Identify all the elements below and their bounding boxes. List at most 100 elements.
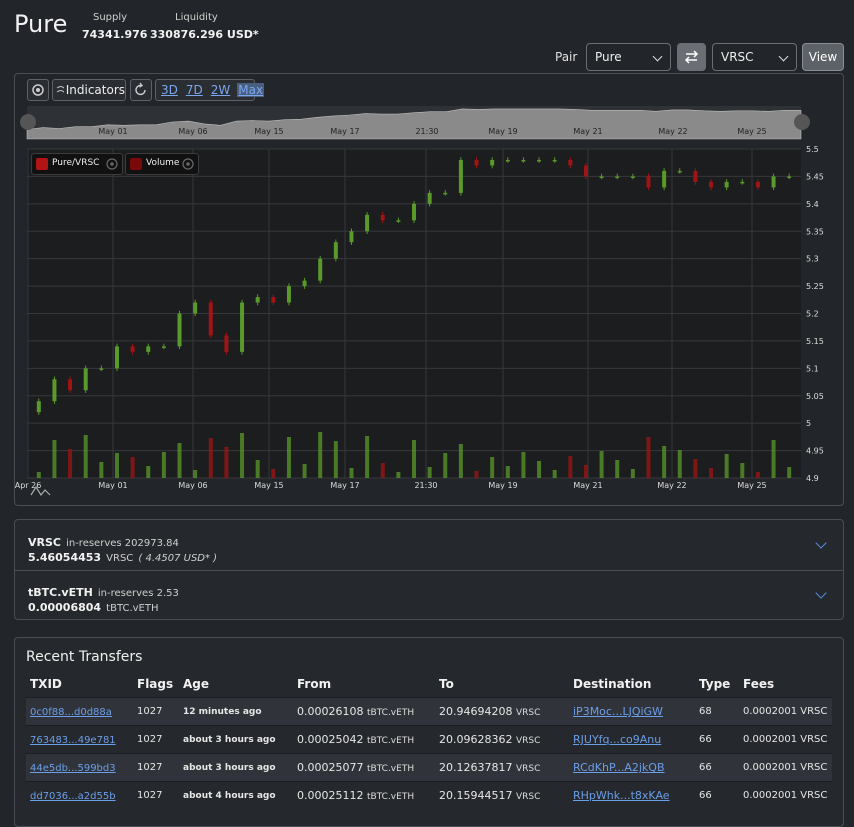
transfers-title: Recent Transfers	[26, 649, 143, 665]
to-unit: VRSC	[515, 736, 541, 746]
candle-body	[615, 176, 620, 178]
destination-link[interactable]: iP3Moc...LJQiGW	[573, 705, 663, 718]
type-cell: 68	[695, 697, 739, 726]
x-tick-label: May 06	[178, 481, 207, 490]
age-cell: 12 minutes ago	[179, 697, 293, 726]
candle-body	[583, 165, 588, 177]
candle-body	[224, 335, 229, 352]
y-tick-label: 5.3	[806, 255, 819, 264]
candle-body	[318, 258, 323, 281]
txid-link[interactable]: 44e5db...599bd3	[30, 763, 116, 774]
navigator-tick-label: 21:30	[415, 127, 438, 136]
volume-bar	[490, 457, 495, 478]
legend-item-volume[interactable]: Volume	[125, 153, 199, 175]
candle-body	[349, 231, 354, 243]
supply-label: Supply	[93, 12, 128, 23]
quote-select-value: VRSC	[721, 50, 754, 64]
view-button[interactable]: View	[802, 43, 844, 71]
volume-bar	[83, 435, 88, 478]
volume-bar	[630, 469, 635, 478]
type-cell: 66	[695, 725, 739, 754]
reserve-row-vrsc[interactable]: VRSC in-reserves 202973.84 5.46054453 VR…	[15, 520, 843, 571]
x-tick-label: May 22	[657, 481, 686, 490]
column-header: Type	[699, 677, 731, 691]
swap-pair-button[interactable]	[677, 43, 706, 71]
price-chart[interactable]: May 01 May 06 May 15 May 17 21:30 May 19 May 2…	[15, 74, 843, 505]
candle-body	[99, 368, 104, 370]
from-cell: 0.00025042 tBTC.vETH	[293, 725, 435, 754]
volume-bar	[677, 450, 682, 478]
y-tick-label: 5.45	[806, 172, 824, 181]
page-title: Pure	[14, 10, 68, 38]
to-amount: 20.12637817	[439, 761, 513, 774]
x-tick-label: Apr 26	[15, 481, 41, 490]
quote-select[interactable]: VRSC	[712, 43, 797, 71]
gear-icon	[32, 84, 44, 96]
volume-bar	[52, 440, 57, 478]
pair-label: Pair	[555, 50, 578, 64]
volume-bar	[193, 470, 198, 478]
volume-bar	[537, 461, 542, 478]
age-cell: about 3 hours ago	[179, 753, 293, 782]
column-header: TXID	[30, 677, 62, 691]
volume-bar	[240, 433, 245, 478]
volume-bar	[599, 451, 604, 478]
transfers-table: TXID Flags Age From To Destination Type …	[26, 671, 832, 809]
candle-body	[240, 302, 245, 352]
column-header: Flags	[137, 677, 174, 691]
volume-bar	[380, 463, 385, 478]
range-button-7d[interactable]: 7D	[185, 83, 203, 97]
candle-body	[83, 368, 88, 391]
to-amount: 20.94694208	[439, 705, 513, 718]
column-header: To	[439, 677, 454, 691]
volume-bar	[443, 453, 448, 478]
volume-bar	[271, 469, 276, 478]
candle-body	[68, 379, 73, 391]
to-cell: 20.09628362 VRSC	[435, 725, 569, 754]
flags-cell: 1027	[133, 697, 179, 726]
flags-cell: 1027	[133, 781, 179, 809]
x-tick-label: May 21	[573, 481, 602, 490]
reserve-price: 0.00006804	[28, 601, 102, 614]
base-select[interactable]: Pure	[586, 43, 671, 71]
type-cell: 66	[695, 753, 739, 782]
reserve-row-tbtc[interactable]: tBTC.vETH in-reserves 2.53 0.00006804 tB…	[15, 571, 843, 621]
navigator-handle-left[interactable]	[20, 114, 36, 130]
y-tick-label: 5.1	[806, 364, 819, 373]
candle-body	[630, 176, 635, 178]
legend-item-price[interactable]: Pure/VRSC	[31, 153, 123, 175]
navigator-area	[26, 108, 802, 140]
destination-link[interactable]: RJUYfq...co9Anu	[573, 733, 662, 746]
candle-body	[693, 170, 698, 182]
txid-link[interactable]: dd7036...a2d55b	[30, 791, 116, 802]
candle-body	[755, 181, 760, 188]
candle-body	[568, 159, 573, 166]
reset-button[interactable]	[130, 79, 152, 101]
destination-link[interactable]: RHpWhk...t8xKAe	[573, 789, 670, 802]
from-unit: tBTC.vETH	[366, 764, 415, 774]
series-color-swatch	[36, 158, 48, 170]
candle-body	[787, 176, 792, 178]
navigator-handle-right[interactable]	[794, 114, 810, 130]
chart-settings-button[interactable]	[27, 79, 49, 101]
y-tick-label: 5.4	[806, 200, 819, 209]
destination-link[interactable]: RCdKhP...A2jkQB	[573, 761, 665, 774]
indicators-button[interactable]: Indicators	[52, 79, 126, 101]
candle-body	[302, 280, 307, 287]
range-button-max[interactable]: Max	[237, 83, 265, 97]
volume-bar	[99, 462, 104, 478]
range-button-2w[interactable]: 2W	[210, 83, 231, 97]
candle-body	[443, 192, 448, 195]
series-color-swatch	[130, 158, 142, 170]
volume-bar	[349, 468, 354, 478]
volume-bar	[552, 470, 557, 478]
volume-bar	[302, 464, 307, 478]
txid-link[interactable]: 0c0f88...d0d88a	[30, 707, 112, 718]
candle-body	[271, 297, 276, 303]
txid-link[interactable]: 763483...49e781	[30, 735, 116, 746]
from-cell: 0.00025077 tBTC.vETH	[293, 753, 435, 782]
volume-bar	[709, 468, 714, 478]
from-unit: tBTC.vETH	[366, 708, 415, 718]
table-header-row: TXID Flags Age From To Destination Type …	[26, 671, 832, 698]
range-button-3d[interactable]: 3D	[161, 83, 178, 97]
